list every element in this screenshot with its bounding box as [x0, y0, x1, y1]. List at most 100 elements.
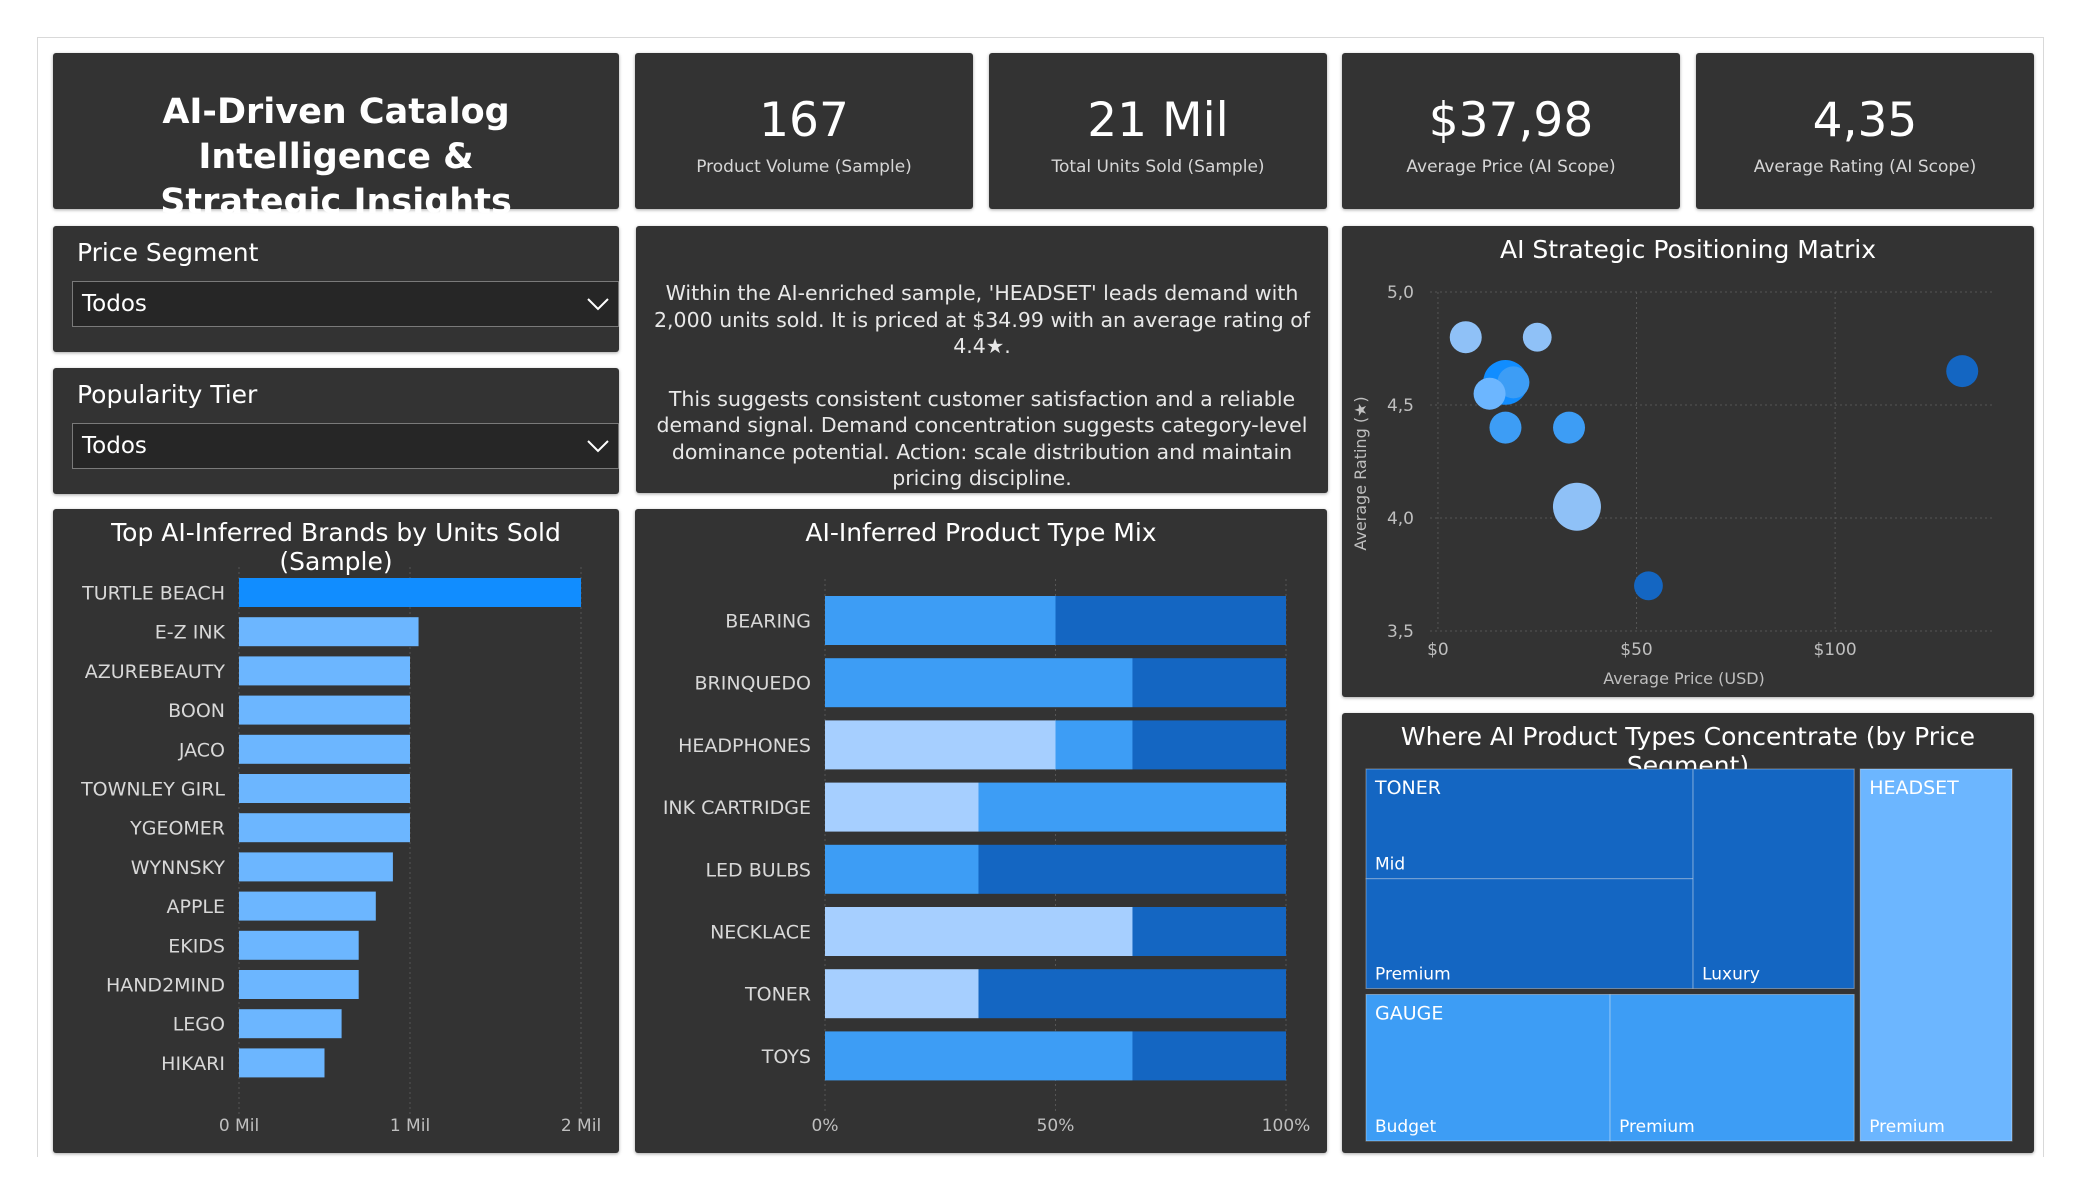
- x-axis-title: Average Price (USD): [1603, 669, 1765, 688]
- bar-segment: [825, 1031, 1133, 1081]
- bar-segment: [825, 844, 979, 894]
- treemap-cell-label: Budget: [1375, 1117, 1436, 1137]
- x-tick-label: 0 Mil: [219, 1116, 259, 1136]
- report-canvas-frame: [37, 37, 2044, 1157]
- category-label: INK CARTRIDGE: [663, 797, 811, 819]
- scatter-point: [1473, 377, 1506, 410]
- bar-segment: [1055, 596, 1286, 645]
- kpi-value: $37,98: [1428, 93, 1594, 148]
- category-label: BEARING: [725, 611, 811, 633]
- y-tick-label: 5,0: [1387, 283, 1414, 303]
- slicer-title: Price Segment: [77, 238, 259, 267]
- treemap-group-label: TONER: [1374, 777, 1441, 799]
- bar-segment: [978, 844, 1286, 894]
- kpi-label: Total Units Sold (Sample): [1051, 157, 1265, 177]
- bar: [239, 695, 410, 725]
- bar: [239, 1009, 342, 1039]
- category-label: EKIDS: [168, 935, 225, 957]
- bar: [239, 813, 410, 843]
- bar: [239, 970, 359, 999]
- brands-bar-chart: 0 Mil 1 Mil 2 Mil TURTLE BEACH E-Z INK AZUREB…: [80, 567, 601, 1136]
- category-label: TURTLE BEACH: [81, 583, 225, 605]
- bar-segment: [1132, 720, 1286, 770]
- treemap-cell-gauge-budget: [1365, 993, 1611, 1142]
- treemap-cell-toner-premium: [1365, 878, 1694, 989]
- x-tick-label: 50%: [1037, 1116, 1075, 1136]
- treemap-cell-label: Premium: [1619, 1117, 1695, 1137]
- category-label: HAND2MIND: [106, 975, 225, 997]
- report-title: AI-Driven Catalog Intelligence & Strateg…: [53, 90, 619, 225]
- category-label: YGEOMER: [129, 818, 225, 840]
- bar-segment: [825, 969, 979, 1019]
- scatter-point: [1552, 482, 1601, 531]
- treemap-cell-label: Luxury: [1702, 964, 1760, 984]
- x-tick-label: $50: [1620, 640, 1652, 660]
- popularity-tier-dropdown[interactable]: Todos: [72, 423, 619, 469]
- category-label: NECKLACE: [710, 922, 811, 944]
- y-tick-label: 4,0: [1387, 509, 1414, 529]
- treemap-cell-headset-premium: [1859, 768, 2013, 1142]
- treemap-cell-label: Premium: [1375, 964, 1451, 984]
- report-title-line-2: Strategic Insights: [160, 182, 512, 222]
- scatter-point: [1497, 366, 1530, 399]
- bar: [239, 656, 410, 686]
- bar-segment: [1055, 720, 1133, 770]
- bar: [239, 891, 376, 921]
- category-label: HEADPHONES: [678, 735, 811, 757]
- price-segment-dropdown[interactable]: Todos: [72, 281, 619, 327]
- scatter-point: [1946, 355, 1979, 388]
- bar-segment: [825, 720, 1056, 770]
- x-tick-label: $0: [1427, 640, 1449, 660]
- price-segment-slicer: Price Segment Todos: [53, 226, 619, 352]
- bar-segment: [978, 782, 1286, 832]
- product-type-mix-chart: 0% 50% 100% BEARING BRINQUEDO HEADPHONES INK C…: [663, 579, 1310, 1136]
- kpi-card-average-rating: 4,35 Average Rating (AI Scope): [1696, 53, 2034, 209]
- category-label: WYNNSKY: [131, 857, 226, 879]
- x-tick-label: $100: [1813, 640, 1856, 660]
- category-label: LEGO: [173, 1014, 225, 1036]
- y-tick-label: 3,5: [1387, 622, 1414, 642]
- bar-segment: [825, 907, 1133, 956]
- x-tick-label: 0%: [812, 1116, 839, 1136]
- x-tick-label: 2 Mil: [561, 1116, 601, 1136]
- narrative-paragraph-2: This suggests consistent customer satisf…: [656, 386, 1308, 491]
- kpi-card-average-price: $37,98 Average Price (AI Scope): [1342, 53, 1680, 209]
- bar-segment: [825, 782, 979, 832]
- chart-title: AI Strategic Positioning Matrix: [1499, 235, 1877, 264]
- treemap-group-label: GAUGE: [1375, 1002, 1443, 1024]
- category-label: TOYS: [761, 1046, 811, 1068]
- narrative-text: Within the AI-enriched sample, 'HEADSET'…: [652, 280, 1312, 518]
- chevron-down-icon: [586, 434, 610, 462]
- positioning-matrix-panel: AI Strategic Positioning Matrix 3,5 4,0 4,…: [1342, 226, 2034, 697]
- bar: [239, 774, 410, 803]
- kpi-label: Average Rating (AI Scope): [1753, 157, 1977, 177]
- bar: [239, 734, 410, 764]
- bar: [239, 1048, 325, 1078]
- scatter-point: [1553, 411, 1586, 444]
- scatter-point: [1449, 321, 1482, 354]
- category-label: TOWNLEY GIRL: [80, 779, 225, 801]
- treemap-cell-toner-luxury: [1692, 768, 1855, 989]
- bar-segment: [978, 969, 1286, 1019]
- kpi-label: Average Price (AI Scope): [1406, 157, 1616, 177]
- price-segment-treemap: TONER Mid Premium Luxury GAUGE Budget Premium H…: [1365, 768, 2013, 1142]
- bar: [239, 578, 581, 607]
- popularity-tier-slicer: Popularity Tier Todos: [53, 368, 619, 494]
- chart-title: AI-Inferred Product Type Mix: [805, 518, 1157, 547]
- scatter-point: [1634, 571, 1663, 601]
- category-label: AZUREBEAUTY: [85, 661, 226, 683]
- bar-segment: [825, 596, 1056, 645]
- chart-title: Top AI-Inferred Brands by Units Sold (Sa…: [111, 518, 561, 576]
- dropdown-value: Todos: [82, 433, 147, 459]
- report-title-card: AI-Driven Catalog Intelligence & Strateg…: [53, 53, 619, 222]
- treemap-cell-label: Mid: [1375, 855, 1405, 875]
- slicer-title: Popularity Tier: [77, 380, 258, 409]
- kpi-card-product-volume: 167 Product Volume (Sample): [635, 53, 973, 209]
- category-label: JACO: [178, 739, 225, 761]
- treemap-group-label: HEADSET: [1869, 777, 1959, 799]
- bar-segment: [1132, 658, 1286, 708]
- kpi-card-total-units: 21 Mil Total Units Sold (Sample): [989, 53, 1327, 209]
- ai-narrative-card: Within the AI-enriched sample, 'HEADSET'…: [636, 226, 1328, 493]
- category-label: LED BULBS: [705, 859, 811, 881]
- kpi-value: 4,35: [1812, 93, 1918, 148]
